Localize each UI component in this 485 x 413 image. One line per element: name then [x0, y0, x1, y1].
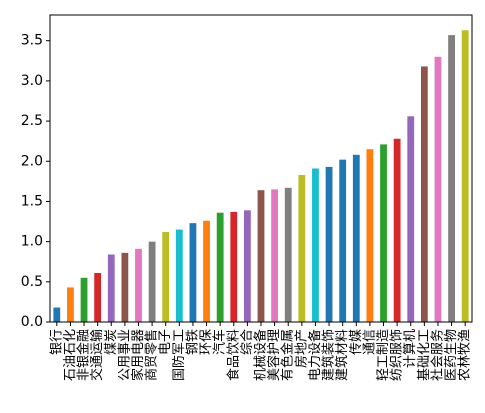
- bar: [366, 149, 374, 322]
- bar: [325, 166, 333, 322]
- y-tick-label: 0.5: [21, 274, 43, 290]
- bar: [203, 220, 210, 322]
- x-tick-label: 综合: [240, 329, 255, 355]
- x-tick-label: 计算机: [403, 329, 418, 368]
- bar: [461, 30, 469, 323]
- x-tick-label: 食品饮料: [225, 329, 241, 381]
- bar: [216, 212, 224, 322]
- bar: [230, 211, 238, 322]
- bar: [175, 229, 183, 322]
- bar: [420, 66, 428, 322]
- x-tick-label: 机械设备: [253, 329, 269, 381]
- y-tick-label: 2.0: [21, 153, 43, 169]
- x-tick-label: 纺织服饰: [390, 329, 405, 381]
- y-tick-label: 2.5: [21, 113, 43, 129]
- bar: [284, 187, 292, 322]
- x-tick-label: 公用事业: [117, 329, 132, 381]
- x-tick-label: 房地产: [293, 329, 309, 368]
- x-tick-label: 农林牧渔: [458, 329, 473, 381]
- x-tick-label: 轻工制造: [376, 329, 391, 381]
- x-tick-label: 建筑装饰: [321, 329, 337, 381]
- x-tick-label: 建筑材料: [334, 329, 350, 381]
- x-tick-label: 医药生物: [444, 329, 459, 381]
- y-tick-label: 0.0: [21, 314, 43, 330]
- x-tick-label: 基础化工: [417, 329, 432, 381]
- bar: [80, 277, 88, 322]
- x-tick-label: 有色金属: [280, 329, 296, 381]
- bar: [448, 35, 455, 323]
- x-tick-label: 通信: [362, 329, 377, 355]
- bar: [53, 307, 61, 322]
- x-tick-label: 家用电器: [130, 329, 146, 381]
- x-tick-label: 环保: [199, 329, 214, 355]
- bar: [243, 210, 251, 322]
- bar: [380, 144, 387, 322]
- x-tick-label: 石油石化: [63, 329, 78, 381]
- x-tick-label: 煤炭: [104, 329, 119, 355]
- x-tick-label: 社会服务: [429, 329, 445, 381]
- bar: [135, 248, 142, 322]
- x-tick-label: 汽车: [212, 329, 228, 355]
- y-tick-label: 3.5: [21, 33, 43, 49]
- bar: [312, 168, 319, 322]
- x-tick-label: 银行: [49, 329, 64, 355]
- x-tick-label: 电子: [158, 329, 173, 355]
- bar: [67, 287, 74, 322]
- y-tick-label: 3.0: [21, 73, 43, 89]
- bar: [107, 254, 115, 322]
- x-tick-label: 非银金融: [76, 329, 92, 381]
- bar: [257, 190, 265, 322]
- bar: [339, 159, 347, 322]
- plot-frame: [49, 14, 473, 323]
- bar: [162, 231, 170, 322]
- x-tick-label: 美容护理: [266, 329, 282, 381]
- x-tick-label: 国防军工: [171, 329, 187, 381]
- bar: [148, 241, 156, 322]
- bar: [407, 116, 415, 322]
- bar: [94, 272, 102, 322]
- x-tick-label: 交通运输: [89, 329, 105, 381]
- bar: [352, 154, 360, 322]
- y-tick-label: 1.5: [21, 193, 43, 209]
- y-tick-label: 1.0: [21, 234, 43, 250]
- x-tick-label: 商贸零售: [144, 329, 160, 381]
- x-tick-label: 传媒: [349, 329, 364, 355]
- bar: [189, 223, 197, 322]
- bar: [434, 56, 442, 322]
- bar: [393, 138, 401, 322]
- bar: [271, 189, 279, 322]
- bar: [298, 174, 306, 322]
- x-tick-label: 电力设备: [307, 329, 323, 381]
- x-tick-label: 钢铁: [185, 329, 200, 355]
- bar: [121, 252, 129, 322]
